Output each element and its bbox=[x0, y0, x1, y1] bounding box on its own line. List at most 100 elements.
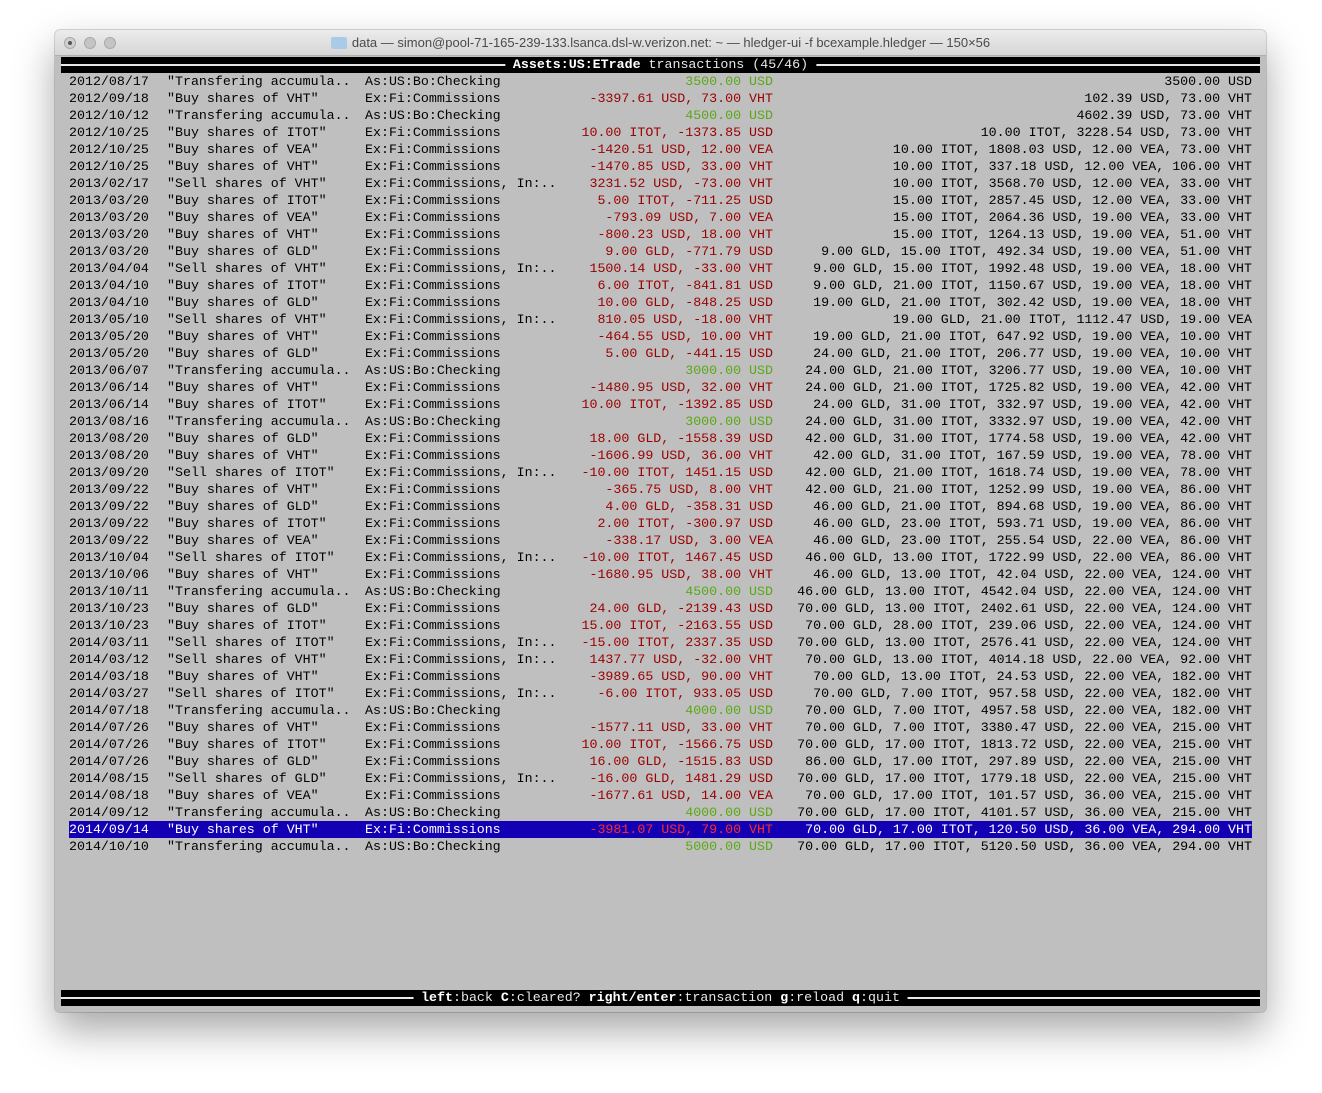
running-balance: 70.00 GLD, 17.00 ITOT, 120.50 USD, 36.00… bbox=[805, 822, 1252, 837]
transaction-row[interactable]: 2014/07/18 "Transfering accumula.. As:US:B… bbox=[61, 702, 1260, 719]
transaction-row[interactable]: 2013/03/20 "Buy shares of ITOT" Ex:Fi:Comm… bbox=[61, 192, 1260, 209]
transaction-description: "Buy shares of VHT" bbox=[167, 227, 319, 242]
transaction-other-account: Ex:Fi:Commissions bbox=[365, 482, 501, 497]
transaction-amount: -3981.07 USD, 79.00 VHT bbox=[589, 822, 773, 837]
transaction-other-account: As:US:Bo:Checking bbox=[365, 414, 501, 429]
transaction-date: 2014/10/10 bbox=[69, 839, 149, 854]
transaction-description: "Sell shares of ITOT" bbox=[167, 635, 335, 650]
transaction-amount: -800.23 USD, 18.00 VHT bbox=[597, 227, 773, 242]
running-balance: 70.00 GLD, 7.00 ITOT, 4957.58 USD, 22.00… bbox=[805, 703, 1252, 718]
transaction-row[interactable]: 2013/09/22 "Buy shares of ITOT" Ex:Fi:Comm… bbox=[61, 515, 1260, 532]
transaction-row[interactable]: 2014/09/12 "Transfering accumula.. As:US:B… bbox=[61, 804, 1260, 821]
transaction-row[interactable]: 2013/10/11 "Transfering accumula.. As:US:B… bbox=[61, 583, 1260, 600]
header-suffix: transactions (45/46) bbox=[640, 57, 809, 72]
transaction-row[interactable]: 2013/02/17 "Sell shares of VHT" Ex:Fi:Comm… bbox=[61, 175, 1260, 192]
transaction-row[interactable]: 2013/06/07 "Transfering accumula.. As:US:B… bbox=[61, 362, 1260, 379]
running-balance: 9.00 GLD, 15.00 ITOT, 1992.48 USD, 19.00… bbox=[813, 261, 1252, 276]
transaction-row[interactable]: 2014/08/15 "Sell shares of GLD" Ex:Fi:Comm… bbox=[61, 770, 1260, 787]
zoom-button[interactable] bbox=[104, 37, 116, 49]
transaction-description: "Buy shares of ITOT" bbox=[167, 618, 327, 633]
transaction-row[interactable]: 2014/03/18 "Buy shares of VHT" Ex:Fi:Commi… bbox=[61, 668, 1260, 685]
transaction-row[interactable]: 2012/08/17 "Transfering accumula.. As:US:B… bbox=[61, 73, 1260, 90]
transaction-description: "Buy shares of GLD" bbox=[167, 244, 319, 259]
running-balance: 24.00 GLD, 21.00 ITOT, 1725.82 USD, 19.0… bbox=[805, 380, 1252, 395]
transaction-row[interactable]: 2012/10/25 "Buy shares of ITOT" Ex:Fi:Comm… bbox=[61, 124, 1260, 141]
transaction-other-account: Ex:Fi:Commissions, In:.. bbox=[365, 261, 557, 276]
transaction-row[interactable]: 2012/09/18 "Buy shares of VHT" Ex:Fi:Commi… bbox=[61, 90, 1260, 107]
transaction-description: "Buy shares of GLD" bbox=[167, 295, 319, 310]
transaction-row[interactable]: 2013/04/04 "Sell shares of VHT" Ex:Fi:Comm… bbox=[61, 260, 1260, 277]
transaction-row[interactable]: 2013/06/14 "Buy shares of ITOT" Ex:Fi:Comm… bbox=[61, 396, 1260, 413]
transaction-row-selected[interactable]: 2014/09/14 "Buy shares of VHT" Ex:Fi:Commi… bbox=[69, 821, 1252, 838]
shortcut-action: reload bbox=[796, 990, 845, 1005]
terminal-screen[interactable]: Assets:US:ETrade transactions (45/46) 20… bbox=[61, 56, 1260, 1012]
register-header: Assets:US:ETrade transactions (45/46) bbox=[61, 57, 1260, 73]
transaction-row[interactable]: 2014/03/27 "Sell shares of ITOT" Ex:Fi:Com… bbox=[61, 685, 1260, 702]
transaction-row[interactable]: 2013/03/20 "Buy shares of GLD" Ex:Fi:Commi… bbox=[61, 243, 1260, 260]
transaction-description: "Buy shares of ITOT" bbox=[167, 193, 327, 208]
transaction-row[interactable]: 2012/10/12 "Transfering accumula.. As:US:B… bbox=[61, 107, 1260, 124]
transaction-row[interactable]: 2014/07/26 "Buy shares of GLD" Ex:Fi:Commi… bbox=[61, 753, 1260, 770]
transaction-row[interactable]: 2014/07/26 "Buy shares of VHT" Ex:Fi:Commi… bbox=[61, 719, 1260, 736]
transaction-description: "Buy shares of VEA" bbox=[167, 210, 319, 225]
transaction-row[interactable]: 2013/05/10 "Sell shares of VHT" Ex:Fi:Comm… bbox=[61, 311, 1260, 328]
terminal-window: data — simon@pool-71-165-239-133.lsanca.… bbox=[55, 30, 1266, 1012]
transaction-row[interactable]: 2012/10/25 "Buy shares of VEA" Ex:Fi:Commi… bbox=[61, 141, 1260, 158]
transaction-amount: -1677.61 USD, 14.00 VEA bbox=[589, 788, 773, 803]
transaction-row[interactable]: 2014/08/18 "Buy shares of VEA" Ex:Fi:Commi… bbox=[61, 787, 1260, 804]
minimize-button[interactable] bbox=[84, 37, 96, 49]
transaction-row[interactable]: 2013/09/22 "Buy shares of VHT" Ex:Fi:Commi… bbox=[61, 481, 1260, 498]
transaction-description: "Buy shares of VEA" bbox=[167, 142, 319, 157]
transaction-row[interactable]: 2013/03/20 "Buy shares of VHT" Ex:Fi:Commi… bbox=[61, 226, 1260, 243]
transaction-row[interactable]: 2013/04/10 "Buy shares of GLD" Ex:Fi:Commi… bbox=[61, 294, 1260, 311]
transaction-other-account: Ex:Fi:Commissions bbox=[365, 227, 501, 242]
transaction-other-account: Ex:Fi:Commissions bbox=[365, 669, 501, 684]
transaction-row[interactable]: 2013/05/20 "Buy shares of GLD" Ex:Fi:Commi… bbox=[61, 345, 1260, 362]
transaction-row[interactable]: 2014/03/11 "Sell shares of ITOT" Ex:Fi:Com… bbox=[61, 634, 1260, 651]
transaction-other-account: Ex:Fi:Commissions, In:.. bbox=[365, 635, 557, 650]
transaction-amount: 9.00 GLD, -771.79 USD bbox=[605, 244, 773, 259]
transaction-row[interactable]: 2013/06/14 "Buy shares of VHT" Ex:Fi:Commi… bbox=[61, 379, 1260, 396]
transaction-description: "Buy shares of GLD" bbox=[167, 754, 319, 769]
transaction-date: 2013/04/10 bbox=[69, 295, 149, 310]
transaction-row[interactable]: 2013/10/23 "Buy shares of ITOT" Ex:Fi:Comm… bbox=[61, 617, 1260, 634]
transaction-row[interactable]: 2012/10/25 "Buy shares of VHT" Ex:Fi:Commi… bbox=[61, 158, 1260, 175]
transaction-row[interactable]: 2014/07/26 "Buy shares of ITOT" Ex:Fi:Comm… bbox=[61, 736, 1260, 753]
transaction-row[interactable]: 2013/10/06 "Buy shares of VHT" Ex:Fi:Commi… bbox=[61, 566, 1260, 583]
transaction-row[interactable]: 2013/05/20 "Buy shares of VHT" Ex:Fi:Commi… bbox=[61, 328, 1260, 345]
running-balance: 46.00 GLD, 23.00 ITOT, 255.54 USD, 22.00… bbox=[813, 533, 1252, 548]
transaction-row[interactable]: 2014/10/10 "Transfering accumula.. As:US:B… bbox=[61, 838, 1260, 855]
transaction-amount: -338.17 USD, 3.00 VEA bbox=[605, 533, 773, 548]
transaction-row[interactable]: 2013/10/04 "Sell shares of ITOT" Ex:Fi:Com… bbox=[61, 549, 1260, 566]
running-balance: 10.00 ITOT, 3228.54 USD, 73.00 VHT bbox=[980, 125, 1252, 140]
close-button[interactable] bbox=[64, 37, 76, 49]
transaction-date: 2014/03/11 bbox=[69, 635, 149, 650]
transaction-description: "Sell shares of VHT" bbox=[167, 312, 327, 327]
transaction-row[interactable]: 2013/03/20 "Buy shares of VEA" Ex:Fi:Commi… bbox=[61, 209, 1260, 226]
transaction-row[interactable]: 2013/09/22 "Buy shares of VEA" Ex:Fi:Commi… bbox=[61, 532, 1260, 549]
transaction-row[interactable]: 2013/09/22 "Buy shares of GLD" Ex:Fi:Commi… bbox=[61, 498, 1260, 515]
transaction-other-account: Ex:Fi:Commissions bbox=[365, 499, 501, 514]
transaction-row[interactable]: 2013/08/20 "Buy shares of VHT" Ex:Fi:Commi… bbox=[61, 447, 1260, 464]
transaction-row[interactable]: 2013/10/23 "Buy shares of GLD" Ex:Fi:Commi… bbox=[61, 600, 1260, 617]
transaction-description: "Buy shares of VEA" bbox=[167, 533, 319, 548]
transaction-row[interactable]: 2013/08/16 "Transfering accumula.. As:US:B… bbox=[61, 413, 1260, 430]
transaction-amount: 1500.14 USD, -33.00 VHT bbox=[589, 261, 773, 276]
transaction-row[interactable]: 2013/04/10 "Buy shares of ITOT" Ex:Fi:Comm… bbox=[61, 277, 1260, 294]
running-balance: 70.00 GLD, 13.00 ITOT, 24.53 USD, 22.00 … bbox=[813, 669, 1252, 684]
transaction-date: 2013/09/22 bbox=[69, 482, 149, 497]
transaction-row[interactable]: 2013/08/20 "Buy shares of GLD" Ex:Fi:Commi… bbox=[61, 430, 1260, 447]
transaction-amount: 810.05 USD, -18.00 VHT bbox=[597, 312, 773, 327]
transaction-description: "Transfering accumula.. bbox=[167, 74, 351, 89]
transaction-description: "Sell shares of ITOT" bbox=[167, 686, 335, 701]
transaction-amount: 10.00 ITOT, -1373.85 USD bbox=[581, 125, 773, 140]
running-balance: 70.00 GLD, 7.00 ITOT, 3380.47 USD, 22.00… bbox=[805, 720, 1252, 735]
transaction-amount: -3397.61 USD, 73.00 VHT bbox=[589, 91, 773, 106]
transaction-row[interactable]: 2014/03/12 "Sell shares of VHT" Ex:Fi:Comm… bbox=[61, 651, 1260, 668]
transaction-description: "Transfering accumula.. bbox=[167, 414, 351, 429]
transaction-other-account: Ex:Fi:Commissions bbox=[365, 448, 501, 463]
transaction-other-account: Ex:Fi:Commissions bbox=[365, 822, 501, 837]
transaction-description: "Sell shares of VHT" bbox=[167, 261, 327, 276]
shortcut-action: transaction bbox=[684, 990, 773, 1005]
transaction-row[interactable]: 2013/09/20 "Sell shares of ITOT" Ex:Fi:Com… bbox=[61, 464, 1260, 481]
